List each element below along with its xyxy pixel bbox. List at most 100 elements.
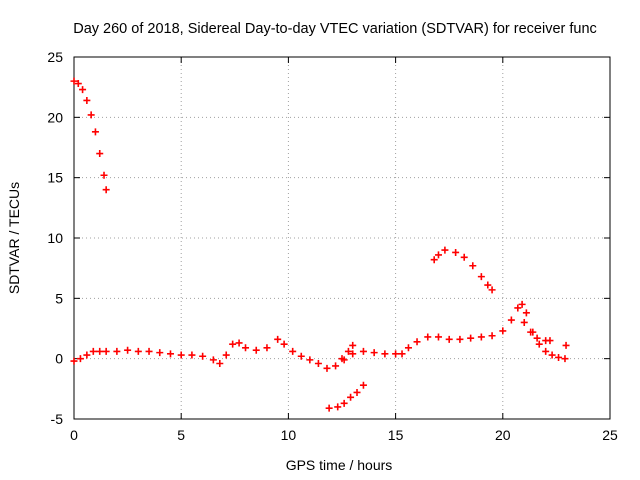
- grid-lines: [74, 57, 610, 419]
- data-point: [145, 347, 153, 355]
- data-point: [156, 349, 164, 357]
- data-point: [113, 347, 121, 355]
- x-tick-label: 10: [281, 427, 297, 443]
- data-point: [340, 399, 348, 407]
- data-point: [507, 316, 515, 324]
- series-early-decline: [70, 77, 110, 194]
- data-point: [124, 346, 132, 354]
- data-point: [344, 347, 352, 355]
- series-negative-segment: [325, 381, 367, 412]
- data-point: [166, 350, 174, 358]
- data-point: [306, 356, 314, 364]
- data-point: [229, 340, 237, 348]
- data-point: [332, 362, 340, 370]
- data-point: [323, 364, 331, 372]
- data-points: [70, 77, 570, 412]
- data-point: [334, 403, 342, 411]
- series-isolated-point: [562, 341, 570, 349]
- data-point: [404, 344, 412, 352]
- data-point: [79, 86, 87, 94]
- y-tick-label: 10: [47, 230, 63, 246]
- data-point: [252, 346, 260, 354]
- data-point: [314, 359, 322, 367]
- data-point: [548, 351, 556, 359]
- data-point: [456, 335, 464, 343]
- x-tick-label: 15: [388, 427, 404, 443]
- data-point: [434, 333, 442, 341]
- data-point: [542, 347, 550, 355]
- data-point: [488, 332, 496, 340]
- data-point: [74, 80, 82, 88]
- series-evening-arc: [430, 246, 496, 294]
- y-tick-label: 25: [47, 49, 63, 65]
- data-point: [235, 339, 243, 347]
- tick-labels: 0 5 10 15 20 25 -5 0 5 10 15 20 25: [47, 49, 618, 443]
- data-point: [102, 347, 110, 355]
- data-point: [533, 334, 541, 342]
- data-point: [325, 404, 333, 412]
- data-point: [499, 327, 507, 335]
- x-tick-label: 20: [495, 427, 511, 443]
- chart-title: Day 260 of 2018, Sidereal Day-to-day VTE…: [73, 21, 597, 37]
- data-point: [488, 286, 496, 294]
- data-point: [91, 128, 99, 136]
- data-point: [469, 262, 477, 270]
- data-point: [413, 338, 421, 346]
- data-point: [338, 355, 346, 363]
- data-point: [134, 347, 142, 355]
- data-point: [477, 273, 485, 281]
- data-point: [188, 351, 196, 359]
- data-point: [398, 350, 406, 358]
- data-point: [370, 349, 378, 357]
- data-point: [274, 335, 282, 343]
- data-point: [242, 344, 250, 352]
- data-point: [467, 334, 475, 342]
- data-point: [83, 351, 91, 359]
- data-point: [70, 357, 78, 365]
- data-point: [177, 351, 185, 359]
- y-tick-label: 5: [55, 290, 63, 306]
- data-point: [96, 347, 104, 355]
- data-point: [289, 347, 297, 355]
- data-point: [441, 246, 449, 254]
- data-point: [561, 355, 569, 363]
- y-tick-label: 20: [47, 109, 63, 125]
- y-tick-label: 15: [47, 170, 63, 186]
- x-axis-label: GPS time / hours: [286, 457, 393, 473]
- data-point: [209, 356, 217, 364]
- data-point: [216, 359, 224, 367]
- data-point: [263, 344, 271, 352]
- data-point: [484, 281, 492, 289]
- x-tick-label: 0: [70, 427, 78, 443]
- series-main-trace: [70, 300, 569, 372]
- data-point: [445, 335, 453, 343]
- data-point: [452, 248, 460, 256]
- data-point: [347, 393, 355, 401]
- y-axis-label: SDTVAR / TECUs: [6, 182, 22, 294]
- data-point: [199, 352, 207, 360]
- x-tick-label: 5: [177, 427, 185, 443]
- data-point: [70, 77, 78, 85]
- data-point: [477, 333, 485, 341]
- data-point: [546, 337, 554, 345]
- data-point: [89, 347, 97, 355]
- series-branch-near-12h: [338, 341, 357, 363]
- data-point: [460, 253, 468, 261]
- data-point: [100, 171, 108, 179]
- data-point: [76, 355, 84, 363]
- data-point: [102, 186, 110, 194]
- y-tick-label: -5: [51, 411, 64, 427]
- data-point: [527, 328, 535, 336]
- data-point: [520, 318, 528, 326]
- data-point: [297, 352, 305, 360]
- data-point: [434, 251, 442, 259]
- data-point: [349, 350, 357, 358]
- data-point: [222, 351, 230, 359]
- data-point: [392, 350, 400, 358]
- data-point: [518, 300, 526, 308]
- x-tick-label: 25: [602, 427, 618, 443]
- data-point: [359, 381, 367, 389]
- data-point: [87, 111, 95, 119]
- data-point: [96, 150, 104, 158]
